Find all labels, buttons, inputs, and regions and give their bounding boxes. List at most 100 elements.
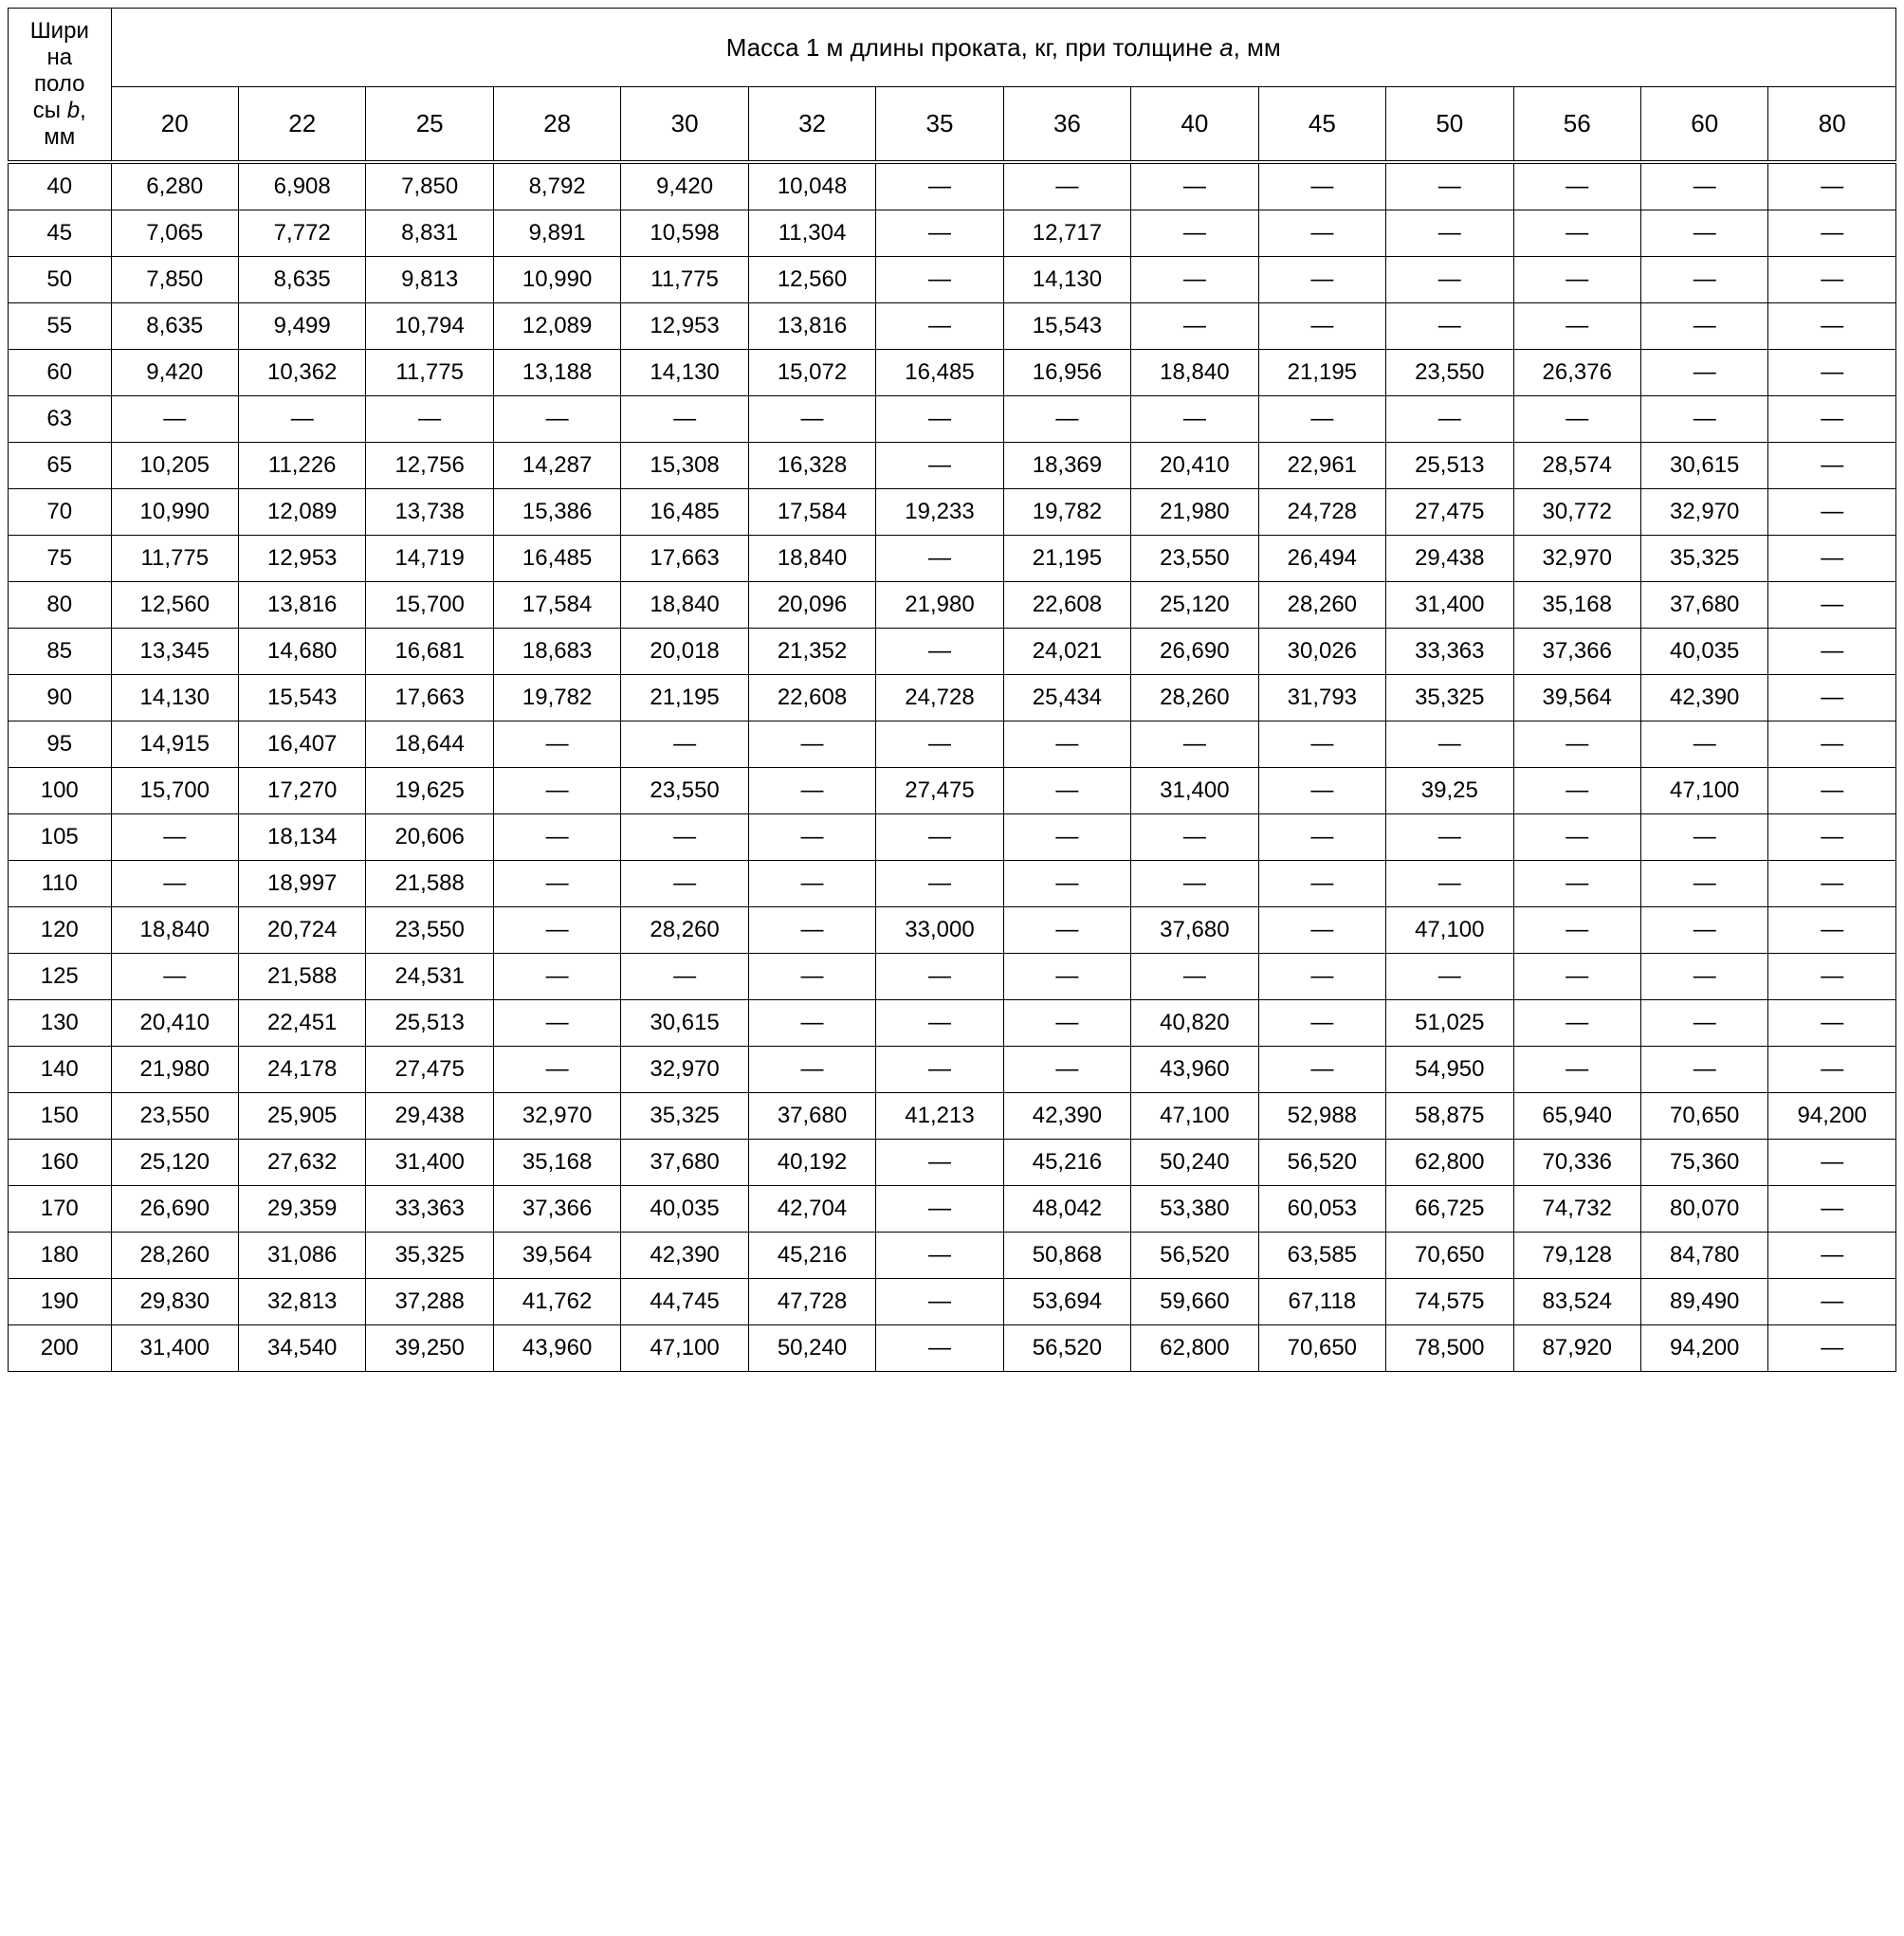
mass-cell: 15,543 xyxy=(238,675,365,721)
mass-cell: 17,584 xyxy=(748,489,875,536)
table-row: 12018,84020,72423,550—28,260—33,000—37,6… xyxy=(9,907,1896,954)
mass-cell: 79,128 xyxy=(1513,1233,1640,1279)
mass-cell: 10,598 xyxy=(621,210,748,257)
width-cell: 63 xyxy=(9,396,112,443)
mass-cell: 29,438 xyxy=(366,1093,493,1140)
width-cell: 125 xyxy=(9,954,112,1000)
mass-cell: — xyxy=(621,814,748,861)
mass-cell: 8,635 xyxy=(238,257,365,303)
mass-cell: — xyxy=(1513,396,1640,443)
mass-cell: 48,042 xyxy=(1003,1186,1130,1233)
mass-cell: — xyxy=(1768,1140,1896,1186)
mass-cell: 74,575 xyxy=(1386,1279,1513,1325)
mass-cell: 23,550 xyxy=(621,768,748,814)
mass-cell: 37,288 xyxy=(366,1279,493,1325)
mass-cell: — xyxy=(876,861,1003,907)
mass-cell: 23,550 xyxy=(1386,350,1513,396)
mass-cell: 87,920 xyxy=(1513,1325,1640,1372)
mass-cell: — xyxy=(1513,954,1640,1000)
width-cell: 100 xyxy=(9,768,112,814)
mass-cell: — xyxy=(621,861,748,907)
mass-cell: 59,660 xyxy=(1131,1279,1258,1325)
mass-cell: 56,520 xyxy=(1003,1325,1130,1372)
mass-cell: 63,585 xyxy=(1258,1233,1385,1279)
mass-cell: — xyxy=(493,1047,620,1093)
mass-cell: 33,000 xyxy=(876,907,1003,954)
mass-cell: — xyxy=(748,768,875,814)
mass-cell: — xyxy=(1640,350,1767,396)
mass-cell: 9,499 xyxy=(238,303,365,350)
mass-cell: — xyxy=(876,1140,1003,1186)
mass-cell: — xyxy=(1768,768,1896,814)
mass-cell: — xyxy=(1768,443,1896,489)
mass-cell: 21,588 xyxy=(366,861,493,907)
mass-cell: — xyxy=(1131,210,1258,257)
mass-cell: — xyxy=(1640,210,1767,257)
mass-cell: — xyxy=(876,257,1003,303)
mass-cell: — xyxy=(1513,907,1640,954)
mass-cell: 17,663 xyxy=(621,536,748,582)
thickness-col-20: 20 xyxy=(111,87,238,162)
table-row: 20031,40034,54039,25043,96047,10050,240—… xyxy=(9,1325,1896,1372)
table-row: 558,6359,49910,79412,08912,95313,816—15,… xyxy=(9,303,1896,350)
mass-cell: — xyxy=(1768,257,1896,303)
mass-cell: 25,120 xyxy=(111,1140,238,1186)
mass-cell: — xyxy=(1768,1000,1896,1047)
mass-cell: — xyxy=(1768,814,1896,861)
table-row: 110—18,99721,588——————————— xyxy=(9,861,1896,907)
mass-cell: — xyxy=(1513,162,1640,210)
width-cell: 45 xyxy=(9,210,112,257)
mass-cell: 18,134 xyxy=(238,814,365,861)
mass-cell: 9,420 xyxy=(111,350,238,396)
mass-cell: — xyxy=(1386,162,1513,210)
mass-cell: — xyxy=(876,954,1003,1000)
mass-cell: — xyxy=(493,721,620,768)
mass-cell: — xyxy=(1768,350,1896,396)
mass-table: Шири на поло сы b, мм Масса 1 м длины пр… xyxy=(8,8,1896,1372)
thickness-col-36: 36 xyxy=(1003,87,1130,162)
thickness-col-22: 22 xyxy=(238,87,365,162)
mass-cell: — xyxy=(366,396,493,443)
width-cell: 110 xyxy=(9,861,112,907)
width-cell: 85 xyxy=(9,629,112,675)
thickness-col-56: 56 xyxy=(1513,87,1640,162)
mass-cell: 39,250 xyxy=(366,1325,493,1372)
mass-cell: 17,270 xyxy=(238,768,365,814)
mass-cell: 13,345 xyxy=(111,629,238,675)
mass-cell: 62,800 xyxy=(1386,1140,1513,1186)
mass-cell: — xyxy=(621,721,748,768)
mass-cell: — xyxy=(1513,303,1640,350)
title-text: Масса 1 м длины проката, кг, при толщине… xyxy=(726,33,1281,62)
mass-cell: — xyxy=(876,1186,1003,1233)
mass-cell: 14,287 xyxy=(493,443,620,489)
mass-cell: — xyxy=(1768,721,1896,768)
mass-cell: 22,451 xyxy=(238,1000,365,1047)
mass-cell: 20,724 xyxy=(238,907,365,954)
mass-cell: 20,410 xyxy=(1131,443,1258,489)
thickness-col-28: 28 xyxy=(493,87,620,162)
mass-cell: 67,118 xyxy=(1258,1279,1385,1325)
mass-cell: — xyxy=(748,861,875,907)
width-cell: 50 xyxy=(9,257,112,303)
mass-cell: — xyxy=(1003,768,1130,814)
mass-cell: 62,800 xyxy=(1131,1325,1258,1372)
mass-cell: 32,970 xyxy=(1640,489,1767,536)
mass-cell: 15,543 xyxy=(1003,303,1130,350)
mass-cell: — xyxy=(493,814,620,861)
mass-cell: — xyxy=(1258,861,1385,907)
mass-cell: — xyxy=(1768,675,1896,721)
mass-cell: 9,891 xyxy=(493,210,620,257)
row-header-line4: мм xyxy=(44,124,75,150)
mass-cell: 53,694 xyxy=(1003,1279,1130,1325)
mass-cell: 43,960 xyxy=(1131,1047,1258,1093)
mass-cell: 16,485 xyxy=(876,350,1003,396)
mass-cell: — xyxy=(1640,257,1767,303)
mass-cell: 16,485 xyxy=(493,536,620,582)
thickness-col-60: 60 xyxy=(1640,87,1767,162)
table-row: 63—————————————— xyxy=(9,396,1896,443)
mass-cell: 35,325 xyxy=(1386,675,1513,721)
mass-cell: 16,681 xyxy=(366,629,493,675)
mass-cell: 29,830 xyxy=(111,1279,238,1325)
mass-cell: 35,168 xyxy=(493,1140,620,1186)
mass-cell: — xyxy=(1513,210,1640,257)
